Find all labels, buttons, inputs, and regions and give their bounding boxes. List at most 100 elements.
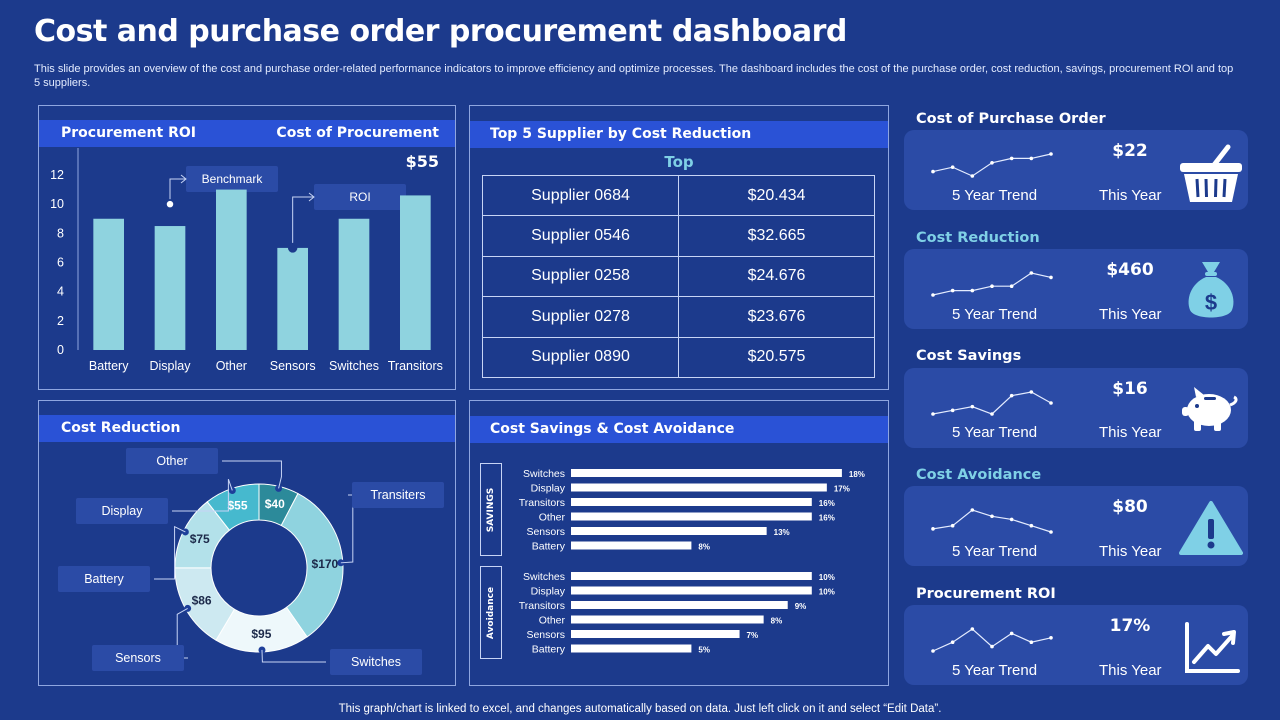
slice-value-label: $55 <box>227 499 247 513</box>
hbar-value-label: 10% <box>819 588 835 597</box>
marker-arrow <box>180 174 187 184</box>
sparkline-point <box>931 293 935 297</box>
sparkline-point <box>970 627 975 631</box>
donut-slice <box>206 483 260 531</box>
marker-arrow <box>308 192 315 202</box>
callout-box <box>330 649 422 675</box>
hbar <box>571 586 812 595</box>
cost-reduction-chart: $40 Other $170 Transiters $95 Switches $86 Sens… <box>58 448 444 675</box>
bar <box>154 226 186 350</box>
cost-reduction-title: Cost Reduction <box>61 420 181 436</box>
kpi-trend-label: 5 Year Trend <box>952 543 1038 560</box>
y-tick-label: 12 <box>50 168 64 182</box>
x-tick-label: Display <box>150 359 192 373</box>
savings-group-box: SAVINGS <box>480 463 502 556</box>
sparkline-point <box>990 161 994 165</box>
table-row: Supplier 0546 $32.665 <box>482 215 875 257</box>
callout-leader <box>340 494 354 564</box>
sparkline-point <box>1049 152 1053 156</box>
callout-leader <box>172 478 233 512</box>
kpi-title: Procurement ROI <box>916 586 1056 602</box>
supplier-name: Supplier 0684 <box>482 174 679 217</box>
hbar-value-label: 8% <box>771 617 783 626</box>
kpi-title: Cost Avoidance <box>916 467 1042 483</box>
x-tick-label: Switches <box>329 359 379 373</box>
kpi-title: Cost Reduction <box>916 230 1040 246</box>
hbar-category-label: Transitors <box>519 497 565 509</box>
sparkline-point <box>1029 156 1034 161</box>
top-supplier-panel: Top 5 Supplier by Cost Reduction Top <box>469 105 889 390</box>
sparkline <box>932 153 1052 177</box>
callout-box <box>352 482 444 508</box>
sparkline-point <box>1049 275 1053 280</box>
kpi-card-cost-reduction <box>904 249 1248 329</box>
sparkline-point <box>1049 636 1053 640</box>
hbar-value-label: 10% <box>819 573 835 582</box>
hbar <box>571 601 788 609</box>
y-tick-label: 2 <box>57 314 64 328</box>
warning-icon <box>1179 501 1243 555</box>
sparkline <box>932 391 1052 415</box>
hbar <box>571 527 767 535</box>
savings-group-label: SAVINGS <box>486 487 496 532</box>
sparkline-point <box>931 527 935 531</box>
callout-label: Transiters <box>370 488 425 502</box>
sparkline-point <box>970 404 975 409</box>
sparkline-point <box>1009 393 1014 398</box>
callout-box <box>76 498 168 524</box>
sparkline-point <box>1029 390 1034 394</box>
supplier-name: Supplier 0258 <box>482 255 679 298</box>
top-supplier-title: Top 5 Supplier by Cost Reduction <box>490 126 752 142</box>
kpi-year-label: This Year <box>1099 424 1162 441</box>
bar <box>216 189 247 350</box>
hbar-value-label: 17% <box>834 485 850 494</box>
callout-leader <box>154 525 186 580</box>
hbar-category-label: Sensors <box>526 526 565 538</box>
hbar-value-label: 18% <box>849 470 865 479</box>
sparkline-point <box>1029 640 1034 644</box>
callout-label: Sensors <box>115 651 161 665</box>
cost-savings-panel: Cost Savings & Cost Avoidance <box>469 400 889 686</box>
supplier-value: $24.676 <box>678 255 875 298</box>
hbar <box>571 498 812 506</box>
top-supplier-subtitle: Top <box>664 153 694 171</box>
hbar-category-label: Battery <box>532 644 566 656</box>
piggy-bank-icon <box>1182 387 1238 431</box>
hbar <box>571 615 764 624</box>
sparkline-point <box>1049 530 1053 534</box>
marker-leader <box>292 196 314 243</box>
sparkline-point <box>1049 401 1053 405</box>
sparkline-point <box>950 288 955 293</box>
marker-point <box>287 243 298 253</box>
x-tick-label: Battery <box>89 359 129 373</box>
sparkline-point <box>950 640 955 644</box>
y-tick-label: 6 <box>57 256 64 270</box>
callout-label: Switches <box>351 655 401 669</box>
avoidance-group-label: Avoidance <box>486 586 496 639</box>
supplier-name: Supplier 0546 <box>482 215 679 257</box>
sparkline-point <box>970 508 975 512</box>
sparkline-point <box>1029 271 1034 275</box>
hbar-value-label: 9% <box>795 602 807 611</box>
x-tick-label: Other <box>216 359 247 373</box>
sparkline-point <box>950 165 955 169</box>
top-supplier-header: Top 5 Supplier by Cost Reduction <box>470 121 888 148</box>
sparkline-point <box>950 523 955 528</box>
y-tick-label: 0 <box>57 343 64 357</box>
hbar <box>571 541 692 550</box>
hbar-value-label: 8% <box>698 543 710 552</box>
hbar-category-label: Transitors <box>519 600 565 612</box>
kpi-year-label: This Year <box>1099 543 1162 560</box>
kpi-value: 17% <box>1109 616 1151 636</box>
cost-savings-title: Cost Savings & Cost Avoidance <box>490 421 735 437</box>
supplier-value: $32.665 <box>678 215 875 257</box>
cost-of-procurement-title: Cost of Procurement <box>276 125 439 141</box>
sparkline-point <box>1009 517 1014 522</box>
sparkline-point <box>931 169 935 174</box>
bar <box>338 218 370 350</box>
kpi-year-label: This Year <box>1099 306 1162 323</box>
kpi-value: $80 <box>1112 497 1148 517</box>
sparkline-point <box>970 288 975 293</box>
hbar-category-label: Switches <box>523 571 565 583</box>
supplier-value: $23.676 <box>678 296 875 338</box>
